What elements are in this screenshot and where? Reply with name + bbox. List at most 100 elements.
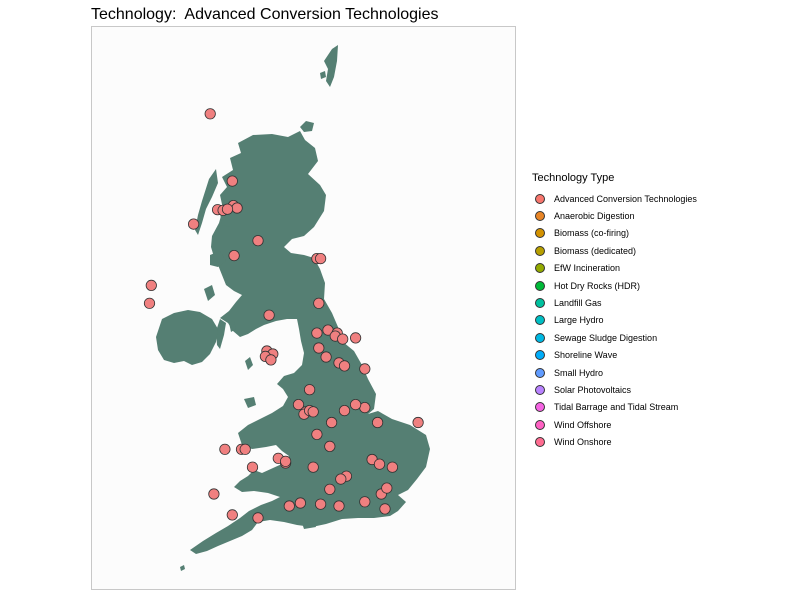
legend-key-icon bbox=[535, 228, 545, 239]
isle-of-wight-land bbox=[302, 521, 316, 529]
site-point bbox=[338, 360, 351, 372]
legend-item: Small Hydro bbox=[532, 364, 697, 381]
legend-item: Landfill Gas bbox=[532, 294, 697, 311]
scilly-land bbox=[180, 565, 185, 571]
legend-label: Small Hydro bbox=[554, 367, 604, 378]
legend-key-icon bbox=[535, 315, 545, 326]
legend-label: Sewage Sludge Digestion bbox=[554, 332, 658, 343]
legend-key-icon bbox=[535, 245, 545, 256]
northern-ireland-land bbox=[156, 310, 218, 365]
site-point bbox=[283, 500, 295, 512]
site-point bbox=[252, 235, 264, 247]
legend-label: Wind Offshore bbox=[554, 419, 612, 430]
site-point bbox=[379, 503, 391, 515]
legend-label: EfW Incineration bbox=[554, 263, 621, 274]
legend-label: Biomass (dedicated) bbox=[554, 245, 637, 256]
site-point bbox=[188, 218, 200, 230]
site-point bbox=[231, 202, 243, 214]
site-point bbox=[307, 461, 319, 473]
legend-item: Wind Onshore bbox=[532, 433, 697, 450]
legend-item: Biomass (dedicated) bbox=[532, 242, 697, 259]
great-britain-land bbox=[190, 131, 430, 554]
site-point bbox=[335, 473, 347, 485]
site-point bbox=[338, 404, 351, 417]
site-point bbox=[359, 496, 371, 508]
map-panel bbox=[91, 26, 516, 590]
site-point bbox=[228, 250, 240, 262]
arran-land bbox=[229, 321, 236, 332]
site-point bbox=[313, 297, 325, 309]
legend-item: Hot Dry Rocks (HDR) bbox=[532, 277, 697, 294]
legend-item: EfW Incineration bbox=[532, 260, 697, 277]
legend-key-icon bbox=[535, 298, 545, 309]
shetland-islet-land bbox=[320, 71, 326, 79]
site-point bbox=[208, 488, 220, 500]
site-point bbox=[373, 458, 386, 470]
anglesey-land bbox=[244, 397, 256, 408]
legend-item: Advanced Conversion Technologies bbox=[532, 190, 697, 207]
site-point bbox=[371, 416, 384, 429]
site-point bbox=[219, 443, 231, 455]
land-masses bbox=[156, 45, 430, 571]
map-title: Technology: Advanced Conversion Technolo… bbox=[91, 6, 439, 23]
site-point bbox=[313, 342, 325, 354]
legend-label: Advanced Conversion Technologies bbox=[554, 193, 697, 204]
site-point bbox=[265, 354, 277, 366]
legend-items: Advanced Conversion Technologies Anaerobi… bbox=[532, 190, 697, 451]
site-point bbox=[204, 108, 216, 120]
site-point bbox=[226, 509, 238, 521]
site-point bbox=[324, 483, 336, 495]
legend-key-icon bbox=[535, 211, 545, 222]
legend-key-icon bbox=[535, 419, 545, 430]
site-point bbox=[143, 297, 156, 309]
legend-item: Sewage Sludge Digestion bbox=[532, 329, 697, 346]
legend-key-icon bbox=[535, 437, 545, 448]
site-point bbox=[311, 327, 323, 339]
site-point bbox=[333, 500, 345, 512]
legend-title: Technology Type bbox=[532, 172, 615, 184]
site-point bbox=[324, 440, 336, 452]
legend-item: Biomass (co-firing) bbox=[532, 225, 697, 242]
legend-label: Anaerobic Digestion bbox=[554, 211, 635, 222]
legend: Technology Type Advanced Conversion Tech… bbox=[532, 172, 697, 451]
legend-label: Shoreline Wave bbox=[554, 350, 618, 361]
uk-map bbox=[143, 45, 430, 571]
legend-key-icon bbox=[535, 367, 545, 378]
site-point bbox=[221, 203, 234, 215]
site-point bbox=[381, 482, 393, 494]
legend-key-icon bbox=[535, 280, 545, 291]
kintyre-land bbox=[216, 319, 226, 349]
islay-land bbox=[204, 285, 215, 301]
site-point bbox=[307, 406, 319, 418]
legend-item: Solar Photovoltaics bbox=[532, 381, 697, 398]
site-point bbox=[326, 416, 338, 429]
site-point bbox=[239, 443, 251, 455]
site-point bbox=[315, 253, 327, 265]
legend-key-icon bbox=[535, 350, 545, 361]
site-point bbox=[145, 279, 157, 291]
site-point bbox=[252, 512, 264, 524]
site-point bbox=[349, 332, 362, 344]
site-point bbox=[226, 175, 238, 187]
orkney-land bbox=[300, 121, 314, 132]
legend-item: Wind Offshore bbox=[532, 416, 697, 433]
isle-of-man-land bbox=[245, 357, 253, 370]
site-point bbox=[349, 398, 362, 411]
legend-item: Large Hydro bbox=[532, 312, 697, 329]
shetland-land bbox=[324, 45, 338, 87]
legend-item: Tidal Barrage and Tidal Stream bbox=[532, 399, 697, 416]
legend-key-icon bbox=[535, 384, 545, 395]
legend-label: Biomass (co-firing) bbox=[554, 228, 630, 239]
site-point bbox=[280, 455, 292, 467]
site-point bbox=[412, 416, 424, 429]
legend-item: Anaerobic Digestion bbox=[532, 207, 697, 224]
points-layer bbox=[143, 108, 424, 524]
site-point bbox=[246, 461, 259, 473]
legend-label: Landfill Gas bbox=[554, 298, 602, 309]
site-point bbox=[315, 498, 327, 510]
legend-key-icon bbox=[535, 263, 545, 274]
site-point bbox=[263, 309, 275, 321]
site-point bbox=[386, 461, 398, 473]
legend-label: Wind Onshore bbox=[554, 437, 612, 448]
site-point bbox=[292, 398, 305, 411]
